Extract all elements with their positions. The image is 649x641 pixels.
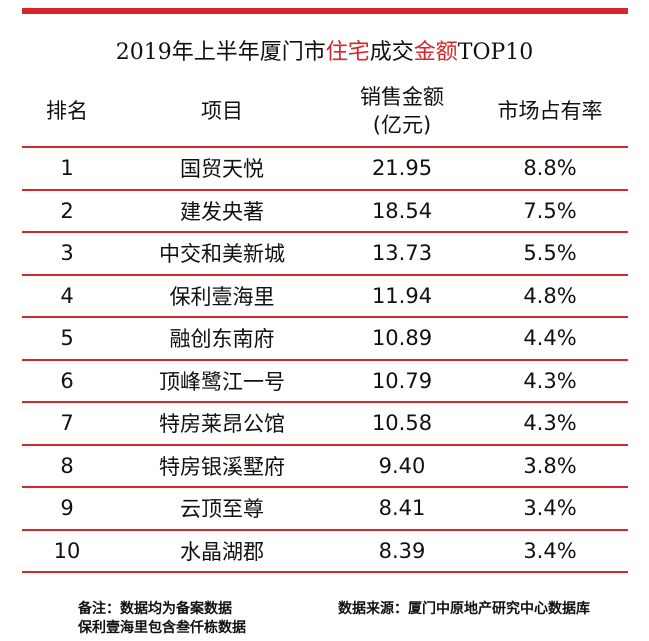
cell: 特房莱昂公馆 xyxy=(112,402,332,446)
top-bar xyxy=(22,8,628,14)
row: 9 云顶至尊 8.41 3.4% xyxy=(22,487,628,531)
row: 4 保利壹海里 11.94 4.8% xyxy=(22,274,628,318)
cell: 顶峰鹭江一号 xyxy=(112,359,332,403)
cell: 9.40 xyxy=(332,444,472,488)
cell: 3 xyxy=(22,232,112,276)
title-part: 金额 xyxy=(413,40,458,65)
header-row: 排名 项目 销售金额 (亿元) 市场占有率 xyxy=(22,76,628,148)
cell: 融创东南府 xyxy=(112,317,332,361)
title-part: 2019年上半年厦门市 xyxy=(115,40,326,65)
cell: 4 xyxy=(22,274,112,318)
cell: 3.4% xyxy=(472,529,628,573)
cell: 10.58 xyxy=(332,402,472,446)
cell: 10 xyxy=(22,529,112,573)
cell: 4.4% xyxy=(472,317,628,361)
cell: 13.73 xyxy=(332,232,472,276)
cell: 21.95 xyxy=(332,147,472,191)
cell: 7 xyxy=(22,402,112,446)
row: 5 融创东南府 10.89 4.4% xyxy=(22,317,628,361)
title-part: 成交 xyxy=(369,40,414,65)
cell: 保利壹海里 xyxy=(112,274,332,318)
note: 保利壹海里包含叁仟栋数据 xyxy=(78,620,246,636)
cell: 8 xyxy=(22,444,112,488)
header-line: (亿元) xyxy=(372,113,432,137)
row: 2 建发央著 18.54 7.5% xyxy=(22,189,628,233)
cell: 特房银溪墅府 xyxy=(112,444,332,488)
row: 6 顶峰鹭江一号 10.79 4.3% xyxy=(22,359,628,403)
row: 1 国贸天悦 21.95 8.8% xyxy=(22,147,628,191)
cell: 18.54 xyxy=(332,189,472,233)
row: 7 特房莱昂公馆 10.58 4.3% xyxy=(22,402,628,446)
cell: 3.8% xyxy=(472,444,628,488)
header-cell: 项目 xyxy=(112,76,332,148)
cell: 11.94 xyxy=(332,274,472,318)
cell: 中交和美新城 xyxy=(112,232,332,276)
cell: 6 xyxy=(22,359,112,403)
header-cell: 排名 xyxy=(22,76,112,148)
cell: 9 xyxy=(22,487,112,531)
table: 排名 项目 销售金额 (亿元) 市场占有率 1 国贸天悦 21.95 8.8% 2 建发央著 18.5… xyxy=(22,76,628,573)
cell: 4.3% xyxy=(472,402,628,446)
cell: 4.8% xyxy=(472,274,628,318)
cell: 10.79 xyxy=(332,359,472,403)
row: 3 中交和美新城 13.73 5.5% xyxy=(22,232,628,276)
source: 数据来源：厦门中原地产研究中心数据库 xyxy=(338,601,590,617)
cell: 国贸天悦 xyxy=(112,147,332,191)
cell: 10.89 xyxy=(332,317,472,361)
cell: 5 xyxy=(22,317,112,361)
cell: 8.39 xyxy=(332,529,472,573)
cell: 云顶至尊 xyxy=(112,487,332,531)
header-cell: 市场占有率 xyxy=(472,76,628,148)
cell: 7.5% xyxy=(472,189,628,233)
row: 8 特房银溪墅府 9.40 3.8% xyxy=(22,444,628,488)
row: 10 水晶湖郡 8.39 3.4% xyxy=(22,529,628,573)
cell: 建发央著 xyxy=(112,189,332,233)
cell: 8.8% xyxy=(472,147,628,191)
cell: 4.3% xyxy=(472,359,628,403)
note: 备注：数据均为备案数据 xyxy=(78,601,232,617)
cell: 8.41 xyxy=(332,487,472,531)
cell: 3.4% xyxy=(472,487,628,531)
title: 2019年上半年厦门市住宅成交金额TOP10 xyxy=(0,34,649,66)
title-part: 住宅 xyxy=(325,40,370,65)
cell: 水晶湖郡 xyxy=(112,529,332,573)
header-cell: 销售金额 (亿元) xyxy=(332,76,472,148)
cell: 1 xyxy=(22,147,112,191)
title-part: TOP10 xyxy=(457,40,534,65)
cell: 5.5% xyxy=(472,232,628,276)
header-line: 销售金额 xyxy=(360,85,444,109)
cell: 2 xyxy=(22,189,112,233)
